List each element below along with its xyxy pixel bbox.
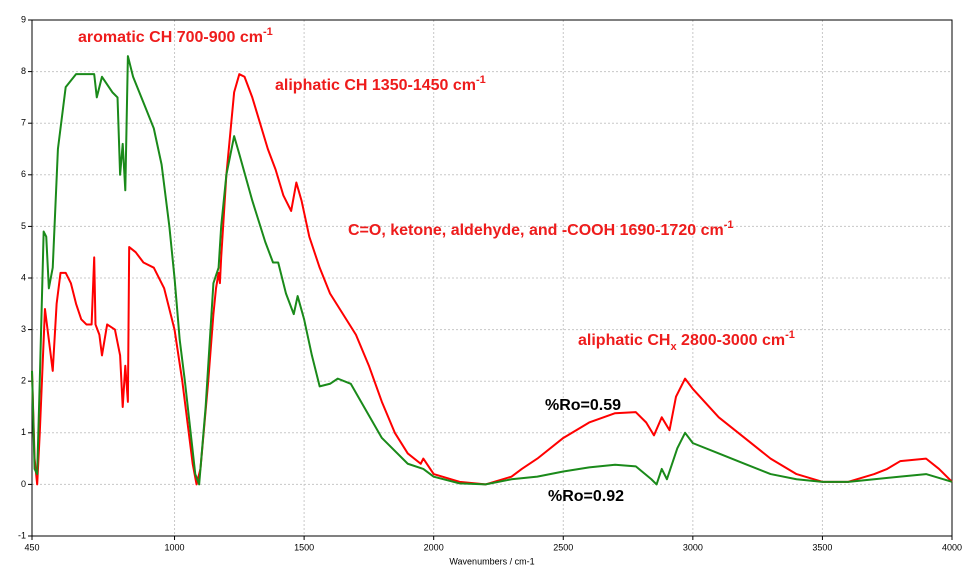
- series-label: %Ro=0.59: [545, 397, 621, 414]
- annotation-part: -1: [785, 329, 795, 341]
- y-tick-label: 0: [21, 479, 26, 489]
- y-tick-label: 4: [21, 272, 26, 282]
- x-tick-label: 2500: [553, 542, 573, 552]
- y-tick-label: 7: [21, 118, 26, 128]
- x-tick-label: 450: [24, 542, 39, 552]
- plot-frame: [31, 19, 953, 537]
- annotation: aromatic CH 700-900 cm-1: [78, 26, 273, 46]
- x-axis-label: Wavenumbers / cm-1: [449, 556, 534, 566]
- x-tick-label: 1000: [165, 542, 185, 552]
- y-tick-label: 1: [21, 427, 26, 437]
- x-tick-label: 4000: [942, 542, 962, 552]
- annotation-part: -1: [476, 74, 486, 86]
- x-tick-label: 2000: [424, 542, 444, 552]
- y-tick-label: 2: [21, 376, 26, 386]
- y-tick-label: 5: [21, 221, 26, 231]
- x-tick-label: 3000: [683, 542, 703, 552]
- annotation: aliphatic CH 1350-1450 cm-1: [275, 74, 486, 94]
- y-tick-label: 8: [21, 66, 26, 76]
- annotation-part: -1: [263, 26, 273, 38]
- x-tick-label: 1500: [294, 542, 314, 552]
- spectrum-line: [31, 73, 953, 486]
- annotation: aliphatic CHx 2800-3000 cm-1: [578, 329, 795, 353]
- spectrum-line: [31, 55, 953, 486]
- annotation-part: -1: [724, 219, 734, 231]
- y-tick-label: 3: [21, 324, 26, 334]
- annotation-part: aromatic CH 700-900 cm: [78, 29, 263, 46]
- annotation: C=O, ketone, aldehyde, and -COOH 1690-17…: [348, 219, 733, 239]
- series-label: %Ro=0.92: [548, 488, 624, 505]
- y-tick-label: 6: [21, 169, 26, 179]
- annotation-part: aliphatic CH 1350-1450 cm: [275, 77, 476, 94]
- annotation-part: aliphatic CH: [578, 332, 670, 349]
- x-tick-label: 3500: [812, 542, 832, 552]
- annotation-part: 2800-3000 cm: [677, 332, 786, 349]
- annotation-part: C=O, ketone, aldehyde, and -COOH 1690-17…: [348, 222, 724, 239]
- annotation-part: x: [670, 341, 677, 353]
- y-tick-label: 9: [21, 14, 26, 24]
- y-tick-label: -1: [18, 530, 26, 540]
